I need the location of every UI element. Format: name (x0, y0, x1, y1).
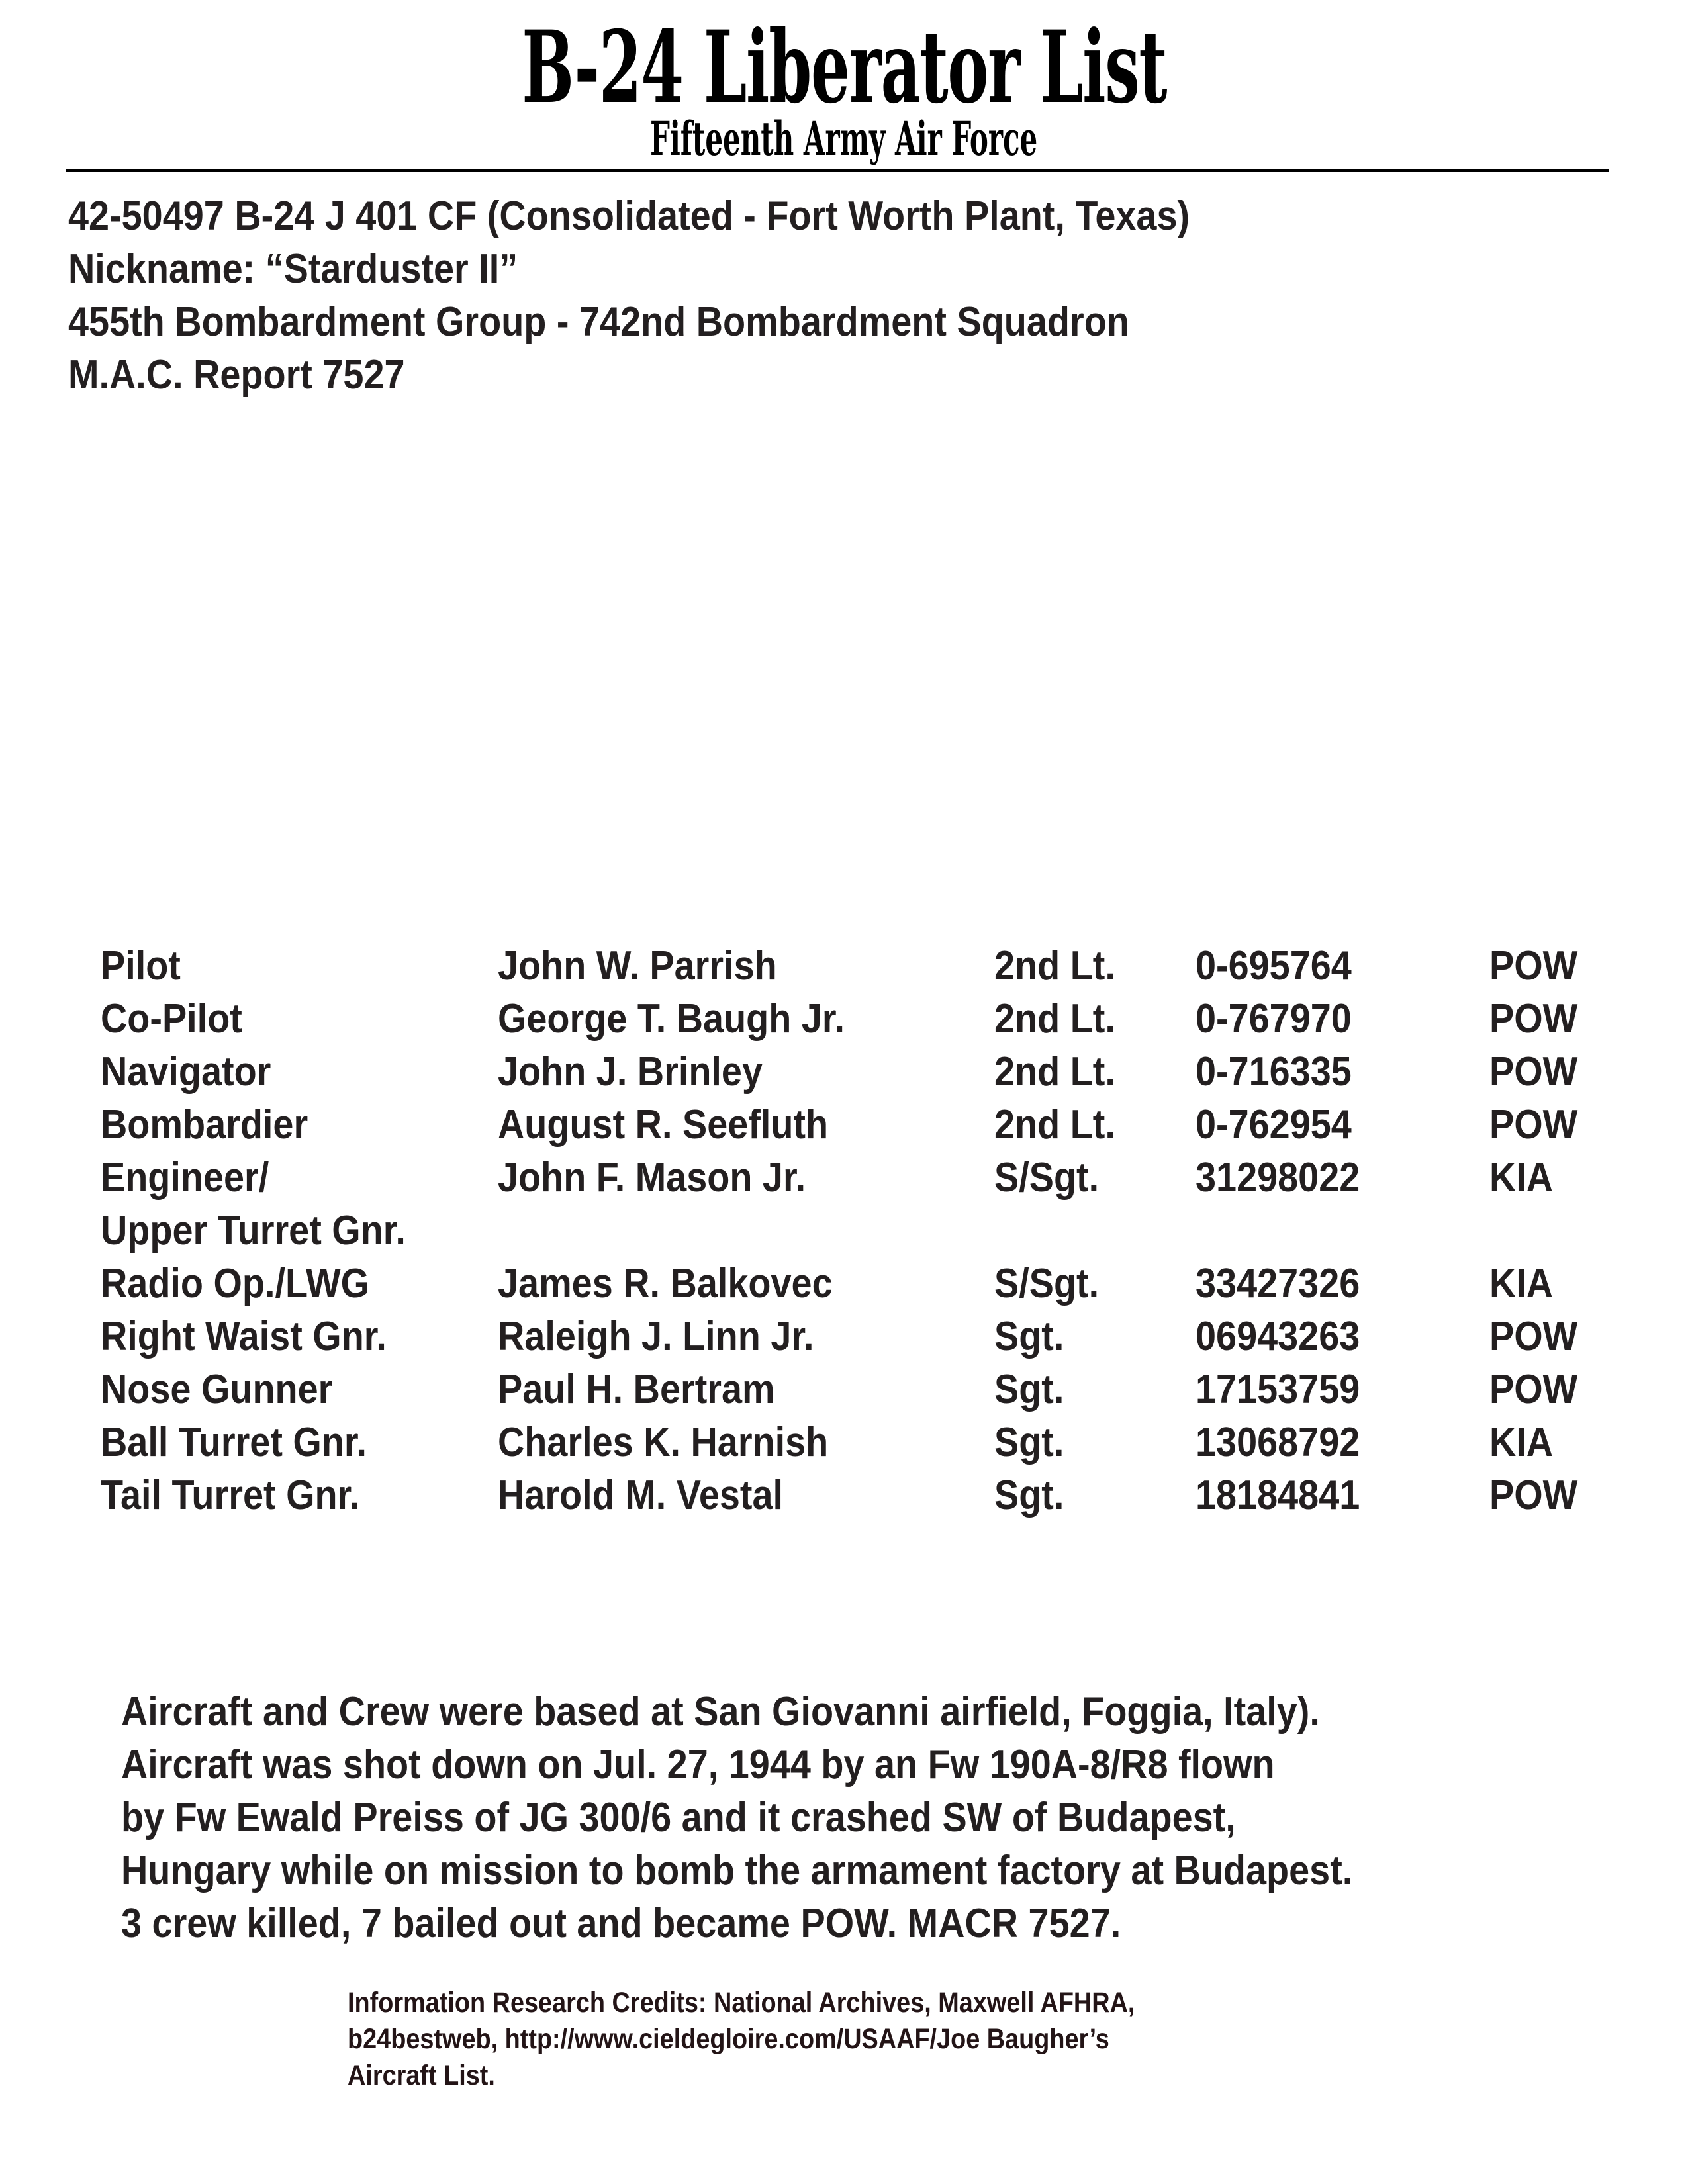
crew-rank: S/Sgt. (994, 1155, 1100, 1201)
crew-rank: Sgt. (994, 1367, 1064, 1412)
crew-rank: Sgt. (994, 1420, 1064, 1465)
credits-line: b24bestweb, http://www.cieldegloire.com/… (348, 2023, 1109, 2055)
aircraft-report: M.A.C. Report 7527 (68, 352, 405, 398)
page-title: B-24 Liberator List (0, 15, 1688, 120)
crew-status: POW (1489, 1314, 1578, 1359)
crew-name: John W. Parrish (498, 943, 777, 989)
crew-name: John J. Brinley (498, 1049, 763, 1095)
crew-position: Right Waist Gnr. (101, 1314, 387, 1359)
crew-position: Bombardier (101, 1102, 308, 1148)
subtitle-text: Fifteenth Army Air Force (650, 111, 1038, 166)
narrative-line: Hungary while on mission to bomb the arm… (121, 1848, 1353, 1893)
crew-row: Nose Gunner Paul H. Bertram Sgt. 17153759 PO… (0, 1367, 1688, 1413)
crew-row: Pilot John W. Parrish 2nd Lt. 0-695764 POW (0, 943, 1688, 989)
crew-position: Nose Gunner (101, 1367, 333, 1412)
crew-row: Tail Turret Gnr. Harold M. Vestal Sgt. 1818… (0, 1473, 1688, 1519)
crew-name: Harold M. Vestal (498, 1473, 784, 1518)
crew-row: Bombardier August R. Seefluth 2nd Lt. 0-762… (0, 1102, 1688, 1148)
crew-name: John F. Mason Jr. (498, 1155, 806, 1201)
crew-position: Co-Pilot (101, 996, 242, 1042)
crew-serial: 31298022 (1196, 1155, 1360, 1201)
crew-row: Radio Op./LWG James R. Balkovec S/Sgt. 3342… (0, 1261, 1688, 1307)
crew-status: KIA (1489, 1420, 1554, 1465)
crew-row: Engineer/John F. Mason Jr. S/Sgt. 31298022… (0, 1155, 1688, 1201)
crew-row: Ball Turret Gnr. Charles K. Harnish Sgt. 13… (0, 1420, 1688, 1466)
aircraft-nickname: Nickname: “Starduster II” (68, 246, 518, 292)
crew-status: POW (1489, 996, 1578, 1042)
crew-status: POW (1489, 1473, 1578, 1518)
crew-position: Upper Turret Gnr. (101, 1208, 406, 1253)
crew-name: George T. Baugh Jr. (498, 996, 845, 1042)
crew-row: Co-Pilot George T. Baugh Jr. 2nd Lt. 0-7679… (0, 996, 1688, 1042)
crew-row: Upper Turret Gnr. (0, 1208, 1688, 1254)
crew-serial: 0-762954 (1196, 1102, 1352, 1148)
narrative-line: Aircraft and Crew were based at San Giov… (121, 1689, 1320, 1735)
credits-line: Information Research Credits: National A… (348, 1987, 1135, 2019)
crew-serial: 13068792 (1196, 1420, 1360, 1465)
crew-serial: 0-767970 (1196, 996, 1352, 1042)
crew-serial: 18184841 (1196, 1473, 1360, 1518)
crew-status: POW (1489, 943, 1578, 989)
crew-status: POW (1489, 1102, 1578, 1148)
crew-rank: Sgt. (994, 1314, 1064, 1359)
crew-serial: 17153759 (1196, 1367, 1360, 1412)
header-divider (66, 169, 1609, 172)
crew-position: Ball Turret Gnr. (101, 1420, 367, 1465)
crew-position: Navigator (101, 1049, 271, 1095)
crew-serial: 0-716335 (1196, 1049, 1352, 1095)
title-text: B-24 Liberator List (522, 9, 1167, 126)
crew-position: Radio Op./LWG (101, 1261, 370, 1306)
crew-rank: 2nd Lt. (994, 1102, 1115, 1148)
crew-status: KIA (1489, 1261, 1554, 1306)
crew-serial: 33427326 (1196, 1261, 1360, 1306)
crew-rank: 2nd Lt. (994, 996, 1115, 1042)
crew-status: KIA (1489, 1155, 1554, 1201)
crew-rank: 2nd Lt. (994, 1049, 1115, 1095)
page-subtitle: Fifteenth Army Air Force (0, 114, 1688, 164)
crew-rank: Sgt. (994, 1473, 1064, 1518)
crew-status: POW (1489, 1049, 1578, 1095)
aircraft-unit: 455th Bombardment Group - 742nd Bombardm… (68, 299, 1129, 345)
crew-rank: S/Sgt. (994, 1261, 1100, 1306)
crew-row: Right Waist Gnr. Raleigh J. Linn Jr. Sgt. 0… (0, 1314, 1688, 1360)
aircraft-serial-line: 42-50497 B-24 J 401 CF (Consolidated - F… (68, 193, 1190, 239)
narrative-line: by Fw Ewald Preiss of JG 300/6 and it cr… (121, 1795, 1236, 1841)
crew-rank: 2nd Lt. (994, 943, 1115, 989)
crew-serial: 0-695764 (1196, 943, 1352, 989)
narrative-line: 3 crew killed, 7 bailed out and became P… (121, 1901, 1121, 1946)
credits-line: Aircraft List. (348, 2060, 495, 2091)
crew-name: Paul H. Bertram (498, 1367, 775, 1412)
crew-position: Engineer/ (101, 1155, 269, 1201)
crew-row: Navigator John J. Brinley 2nd Lt. 0-716335 P… (0, 1049, 1688, 1095)
crew-name: August R. Seefluth (498, 1102, 829, 1148)
crew-name: Charles K. Harnish (498, 1420, 829, 1465)
narrative-line: Aircraft was shot down on Jul. 27, 1944 … (121, 1742, 1275, 1788)
crew-status: POW (1489, 1367, 1578, 1412)
crew-position: Pilot (101, 943, 181, 989)
crew-name: Raleigh J. Linn Jr. (498, 1314, 814, 1359)
crew-serial: 06943263 (1196, 1314, 1360, 1359)
crew-name: James R. Balkovec (498, 1261, 833, 1306)
crew-position: Tail Turret Gnr. (101, 1473, 360, 1518)
